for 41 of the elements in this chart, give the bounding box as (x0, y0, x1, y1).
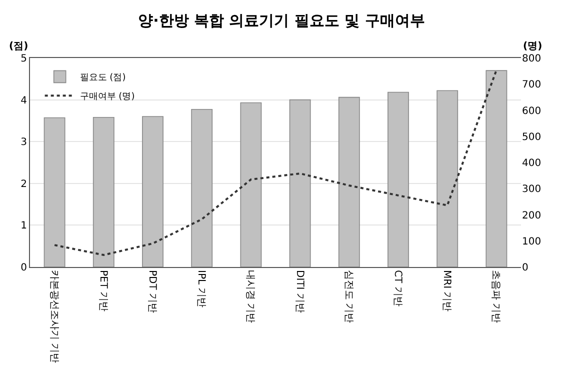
bar (486, 70, 508, 267)
y2-tick-label: 300 (522, 184, 542, 196)
x-tick-label: 심전도 기반 (342, 270, 354, 324)
y-tick-label: 5 (20, 54, 27, 64)
bar (44, 117, 66, 267)
bar (289, 99, 311, 267)
y-tick-label: 3 (20, 137, 27, 148)
x-tick-label: PDT 기반 (146, 270, 158, 314)
y-tick-label: 2 (20, 178, 27, 190)
y-tick-label: 1 (20, 220, 27, 232)
y-tick-label: 0 (20, 262, 27, 274)
x-tick-label: CT 기반 (392, 270, 403, 306)
bar (436, 90, 458, 267)
y2-tick-label: 400 (522, 158, 542, 169)
x-tick-label: DITI 기반 (294, 270, 305, 313)
bar (338, 96, 360, 267)
bar (191, 109, 213, 267)
x-tick-label: IPL 기반 (196, 270, 207, 308)
bar (142, 116, 164, 267)
x-tick-label: 초음파 기반 (490, 270, 502, 324)
y2-tick-label: 600 (522, 106, 542, 117)
y-tick-label: 4 (20, 95, 27, 106)
x-tick-label: MRI 기반 (441, 270, 452, 312)
bar (388, 92, 409, 267)
x-tick-label: 카본광선조사기 기반 (48, 270, 60, 364)
bar (240, 102, 262, 267)
y2-axis-title: (명) (523, 41, 542, 52)
y2-tick-label: 500 (522, 132, 542, 143)
y-axis-title: (점) (9, 41, 28, 52)
line-series (54, 69, 498, 256)
x-tick-label: 내시경 기반 (244, 270, 256, 324)
y2-tick-label: 700 (522, 80, 542, 91)
y2-tick-label: 0 (522, 262, 528, 274)
legend-label: 구매여부 (명) (80, 92, 135, 102)
y2-tick-label: 800 (522, 54, 542, 64)
y2-tick-label: 200 (522, 210, 542, 222)
x-tick-label: PET 기반 (97, 270, 108, 312)
legend-label: 필요도 (점) (80, 73, 126, 84)
y2-tick-label: 100 (522, 236, 542, 248)
bar (92, 116, 114, 267)
chart-title: 양·한방 복합 의료기기 필요도 및 구매여부 (138, 12, 425, 30)
